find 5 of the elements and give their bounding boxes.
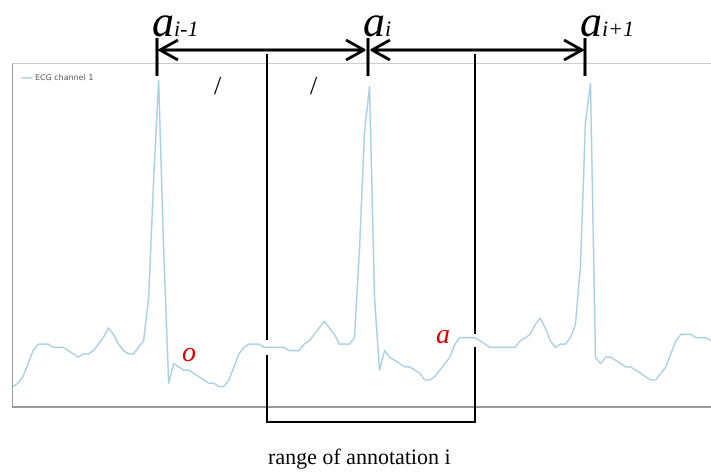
annotation: a [436,318,450,352]
annotation: / [214,70,222,102]
text: range of annotation i [268,444,451,470]
annotation: o [182,336,196,370]
annotation: / [310,70,318,102]
